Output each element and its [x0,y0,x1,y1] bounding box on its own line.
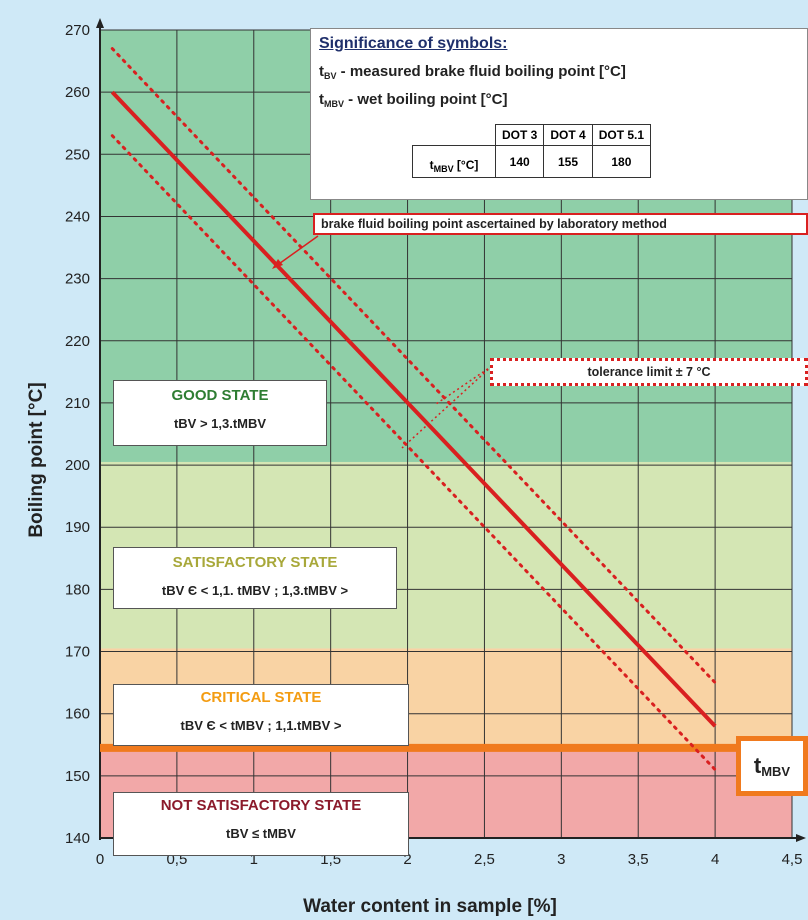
dot-header-cell: DOT 5.1 [591,124,652,146]
not-satisfactory-state-title: NOT SATISFACTORY STATE [160,797,362,814]
y-tick-label: 250 [65,146,90,163]
good-state-formula: tBV > 1,3.tMBV [173,416,267,431]
y-tick-label: 140 [65,830,90,847]
pointer-lines [272,235,493,449]
tmbv-reference-sub: MBV [761,764,791,779]
tolerance-pointer [401,365,493,449]
dot-header-cell: DOT 3 [494,124,545,146]
dot-row-unit: [°C] [453,158,479,172]
dot-row-sub: MBV [433,164,454,174]
good-state-box: GOOD STATE tBV > 1,3.tMBV [113,380,327,446]
dot-header-cell: DOT 4 [543,124,593,146]
x-tick-label: 3,5 [628,851,649,868]
dot-table-value-row: tMBV [°C] 140 155 180 [412,145,652,178]
dot-table-corner [413,125,496,146]
y-axis-arrow [96,18,104,28]
dot-value-cell: 155 [543,145,593,178]
lab-method-pointer [275,235,319,267]
legend-tmbv-sub: MBV [324,99,344,109]
not-satisfactory-state-formula: tBV ≤ tMBV [226,826,296,841]
legend-tbv-sub: BV [324,71,337,81]
x-axis-arrow [796,834,806,842]
y-tick-label: 190 [65,519,90,536]
tmbv-reference-symbol: t [753,753,762,778]
legend-tbv-line: tBV - measured brake fluid boiling point… [319,63,799,81]
y-axis-title: Boiling point [°C] [26,382,47,537]
y-tick-label: 160 [65,706,90,723]
dot-row-symbol: t [429,158,434,172]
y-tick-label: 240 [65,208,90,225]
tolerance-line [110,134,717,772]
y-tick-label: 210 [65,395,90,412]
satisfactory-state-box: SATISFACTORY STATE tBV Є < 1,1. tMBV ; 1… [113,547,397,609]
series [100,47,808,772]
lab-method-label: brake fluid boiling point ascertained by… [313,213,808,235]
legend-tmbv-line: tMBV - wet boiling point [°C] [319,91,799,109]
legend-tbv-symbol: t [319,63,324,80]
legend-title: Significance of symbols: [319,35,508,52]
dot-value-cell: 140 [494,145,545,178]
y-tick-label: 220 [65,333,90,350]
legend-tmbv-symbol: t [319,91,324,108]
x-tick-label: 0 [96,851,104,868]
legend-tbv-text: - measured brake fluid boiling point [°C… [336,63,626,80]
x-tick-label: 4,5 [782,851,803,868]
critical-state-title: CRITICAL STATE [200,689,322,706]
lab-method-arrowhead [272,259,283,269]
dot-value-cell: 180 [591,145,652,178]
dot-table-header-row: DOT 3 DOT 4 DOT 5.1 [413,124,652,146]
boiling-point-line [110,90,717,728]
x-tick-label: 3 [557,851,565,868]
y-tick-label: 270 [65,22,90,39]
satisfactory-state-title: SATISFACTORY STATE [172,554,338,571]
x-axis-title: Water content in sample [%] [303,896,557,917]
tolerance-line [110,47,717,685]
legend-tmbv-text: - wet boiling point [°C] [344,91,508,108]
y-tick-label: 260 [65,84,90,101]
critical-state-formula: tBV Є < tMBV ; 1,1.tMBV > [180,718,342,733]
y-tick-label: 150 [65,768,90,785]
y-tick-label: 200 [65,457,90,474]
tolerance-label: tolerance limit ± 7 °C [490,358,808,386]
dot-table: DOT 3 DOT 4 DOT 5.1 tMBV [°C] 140 155 18… [412,124,652,178]
y-tick-label: 180 [65,581,90,598]
x-tick-label: 2 [403,851,411,868]
not-satisfactory-state-box: NOT SATISFACTORY STATE tBV ≤ tMBV [113,792,409,856]
x-tick-label: 1 [250,851,258,868]
satisfactory-state-formula: tBV Є < 1,1. tMBV ; 1,3.tMBV > [161,583,349,598]
x-tick-label: 4 [711,851,719,868]
good-state-title: GOOD STATE [171,387,269,404]
tolerance-pointer [435,365,493,405]
symbols-legend: Significance of symbols: tBV - measured … [310,28,808,200]
critical-state-box: CRITICAL STATE tBV Є < tMBV ; 1,1.tMBV > [113,684,409,746]
x-tick-label: 2,5 [474,851,495,868]
y-tick-label: 170 [65,644,90,661]
y-tick-label: 230 [65,271,90,288]
tmbv-reference-label: tMBV [736,736,808,796]
dot-row-label: tMBV [°C] [412,145,496,178]
